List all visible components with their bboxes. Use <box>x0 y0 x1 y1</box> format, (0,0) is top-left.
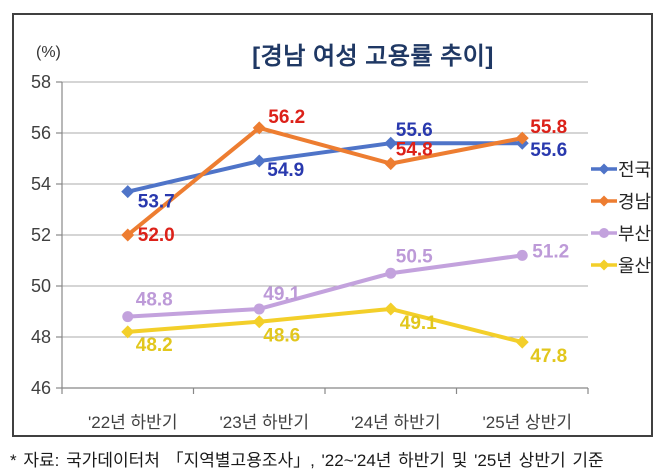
y-axis-unit-label: (%) <box>36 44 61 61</box>
series-line-busan <box>122 249 528 323</box>
data-point-busan <box>516 249 528 261</box>
svg-text:48.6: 48.6 <box>263 326 300 347</box>
svg-text:49.1: 49.1 <box>263 284 300 305</box>
axes <box>56 81 589 394</box>
data-point-gyeongnam <box>384 157 398 171</box>
svg-text:'22년 하반기: '22년 하반기 <box>88 413 177 432</box>
data-point-gyeongnam <box>121 228 135 242</box>
svg-text:'24년 하반기: '24년 하반기 <box>351 413 440 432</box>
chart-frame <box>12 13 653 437</box>
svg-text:53.7: 53.7 <box>138 192 175 213</box>
svg-text:54.8: 54.8 <box>396 140 433 161</box>
series-data-labels-ulsan: 48.2 48.6 49.1 47.8 <box>136 313 567 367</box>
legend-label-ulsan: 울산 <box>618 256 652 276</box>
svg-text:54.9: 54.9 <box>267 160 304 181</box>
svg-text:48: 48 <box>31 327 51 347</box>
svg-text:56.2: 56.2 <box>268 107 305 128</box>
legend-item-nationwide: 전국 <box>591 153 651 185</box>
svg-text:'23년 하반기: '23년 하반기 <box>220 413 309 432</box>
legend-item-gyeongnam: 경남 <box>591 185 651 217</box>
svg-text:54: 54 <box>31 174 51 194</box>
x-axis-tick-labels: '22년 하반기 '23년 하반기 '24년 하반기 '25년 상반기 <box>88 413 572 432</box>
series-data-labels-gyeongnam: 52.0 56.2 54.8 55.8 <box>138 107 567 246</box>
svg-text:52.0: 52.0 <box>138 225 175 246</box>
legend-item-busan: 부산 <box>591 217 651 249</box>
data-point-gyeongnam <box>515 131 529 145</box>
legend-marker-icon <box>591 163 617 175</box>
svg-text:46: 46 <box>31 378 51 398</box>
svg-text:55.6: 55.6 <box>530 140 567 161</box>
series-line-gyeongnam <box>121 121 529 242</box>
series-line-ulsan <box>121 302 529 349</box>
svg-text:55.6: 55.6 <box>396 120 433 141</box>
chart-title: [경남 여성 고용률 추이] <box>252 43 494 70</box>
svg-text:52: 52 <box>31 225 51 245</box>
svg-text:50.5: 50.5 <box>396 246 433 267</box>
data-point-gyeongnam <box>252 121 266 135</box>
legend-label-gyeongnam: 경남 <box>618 192 652 212</box>
data-point-nationwide <box>121 185 135 199</box>
svg-text:48.2: 48.2 <box>136 335 173 356</box>
svg-text:48.8: 48.8 <box>136 290 173 311</box>
svg-text:47.8: 47.8 <box>530 346 567 367</box>
svg-text:49.1: 49.1 <box>400 313 437 334</box>
legend-marker-icon <box>591 259 617 271</box>
legend-label-nationwide: 전국 <box>618 160 652 180</box>
source-note: * 자료: 국가데이터처 「지역별고용조사」, '22~'24년 하반기 및 '… <box>10 451 604 470</box>
legend-item-ulsan: 울산 <box>591 249 651 281</box>
y-axis-tick-labels: 58 56 54 52 50 48 46 <box>31 72 51 398</box>
legend-marker-icon <box>591 195 617 207</box>
data-point-nationwide <box>384 136 398 150</box>
data-point-busan <box>253 303 265 315</box>
data-point-ulsan <box>515 335 529 349</box>
legend-label-busan: 부산 <box>618 224 652 244</box>
svg-text:58: 58 <box>31 72 51 92</box>
svg-text:56: 56 <box>31 123 51 143</box>
svg-text:50: 50 <box>31 276 51 296</box>
legend-marker-icon <box>591 228 617 238</box>
series-data-labels-nationwide: 53.7 54.9 55.6 55.6 <box>138 120 567 212</box>
data-point-busan <box>385 267 397 279</box>
data-point-ulsan <box>384 302 398 316</box>
series-line-nationwide <box>121 136 529 199</box>
data-point-nationwide <box>252 154 266 168</box>
svg-text:'25년 상반기: '25년 상반기 <box>483 413 572 432</box>
svg-text:51.2: 51.2 <box>532 241 569 262</box>
data-point-busan <box>122 311 134 323</box>
data-point-ulsan <box>121 325 135 339</box>
series-data-labels-busan: 48.8 49.1 50.5 51.2 <box>136 241 569 310</box>
data-point-ulsan <box>252 315 266 329</box>
svg-text:55.8: 55.8 <box>530 117 567 138</box>
